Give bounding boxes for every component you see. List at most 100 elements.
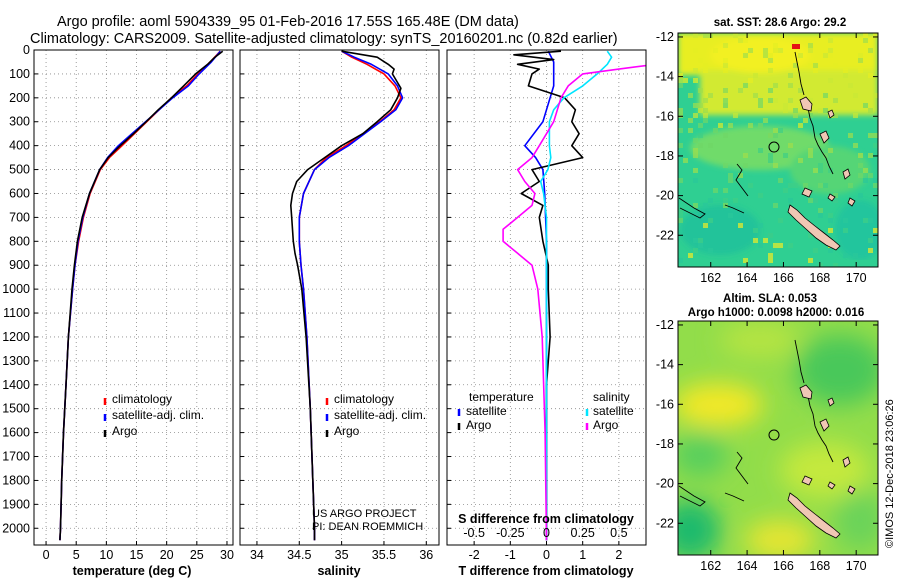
map-y-tick-label: -20 xyxy=(656,189,674,203)
sst-pixel xyxy=(823,93,828,98)
depth-tick-label: 1800 xyxy=(2,473,30,487)
sst-pixel xyxy=(768,158,773,163)
sst-pixel xyxy=(808,48,813,53)
sst-pixel xyxy=(828,213,833,218)
sst-pixel xyxy=(853,93,858,98)
sst-pixel xyxy=(818,183,823,188)
map-y-tick-label: -22 xyxy=(656,228,674,242)
sst-pixel xyxy=(783,103,788,108)
series-line-temperature-argo xyxy=(513,50,584,541)
salinity-difference-scale: -0.5 -0.25 0 0.25 0.5 xyxy=(463,526,627,540)
sst-pixel xyxy=(868,108,873,113)
salinity-series xyxy=(289,50,404,541)
depth-tick-label: 1600 xyxy=(2,426,30,440)
sst-pixel xyxy=(698,103,703,108)
sst-pixel xyxy=(708,93,713,98)
sst-pixel xyxy=(768,253,773,258)
sst-pixel xyxy=(693,178,698,183)
x-tick-label: 35 xyxy=(335,548,349,562)
map-x-tick-label: 166 xyxy=(773,559,794,573)
sst-pixel xyxy=(788,143,793,148)
depth-tick-label: 1900 xyxy=(2,497,30,511)
sst-pixel xyxy=(693,103,698,108)
sla-map-title-line2: Argo h1000: 0.0098 h2000: 0.016 xyxy=(688,307,864,319)
sst-pixel xyxy=(828,48,833,53)
s-diff-tick-label: -0.5 xyxy=(463,526,485,540)
depth-axis: 0 100 200 300 400 500 600 700 800 900 1000 1100 1200… xyxy=(2,43,30,535)
x-tick-label: 35.5 xyxy=(372,548,396,562)
difference-x-ticks: -2 -1 0 1 2 xyxy=(447,49,622,562)
sst-pixel xyxy=(788,198,793,203)
sst-pixel xyxy=(788,98,793,103)
salinity-xlabel: salinity xyxy=(317,564,360,578)
sst-pixel xyxy=(813,168,818,173)
depth-tick-label: 600 xyxy=(9,186,30,200)
sst-pixel xyxy=(873,33,878,38)
sst-pixel xyxy=(693,203,698,208)
sst-map-title: sat. SST: 28.6 Argo: 29.2 xyxy=(714,17,847,29)
legend-heading-salinity: salinity xyxy=(593,390,630,404)
sst-pixel xyxy=(863,103,868,108)
sst-pixel xyxy=(743,53,748,58)
legend-label-s-satellite: satellite xyxy=(593,404,634,418)
sst-pixel xyxy=(818,108,823,113)
sst-pixel xyxy=(723,133,728,138)
sst-pixel xyxy=(693,248,698,253)
sst-pixel xyxy=(813,68,818,73)
sst-pixel xyxy=(858,173,863,178)
x-tick-label: -2 xyxy=(469,548,480,562)
sst-pixel xyxy=(743,258,748,263)
sst-pixel xyxy=(848,183,853,188)
sst-pixel xyxy=(773,48,778,53)
sst-pixel xyxy=(678,83,683,88)
map-x-tick-label: 168 xyxy=(809,271,830,285)
sst-pixel xyxy=(768,258,773,263)
sst-pixel xyxy=(868,48,873,53)
sst-pixel xyxy=(783,188,788,193)
sst-pixel xyxy=(723,63,728,68)
sst-pixel xyxy=(763,238,768,243)
map-x-tick-label: 170 xyxy=(846,271,867,285)
sst-pixel xyxy=(753,228,758,233)
sst-pixel xyxy=(773,98,778,103)
sst-pixel xyxy=(793,63,798,68)
sla-map-axes: 162 164 166 168 170 -12 -14 -16 -18 -20 -22 xyxy=(656,318,878,573)
sst-pixel xyxy=(738,88,743,93)
map-y-tick-label: -14 xyxy=(656,358,674,372)
sst-pixel xyxy=(828,218,833,223)
sst-pixel xyxy=(773,83,778,88)
sst-field xyxy=(678,33,878,267)
sst-pixel xyxy=(763,48,768,53)
sst-pixel xyxy=(873,93,878,98)
map-y-tick-label: -16 xyxy=(656,109,674,123)
sst-pixel xyxy=(698,143,703,148)
series-line-climatology xyxy=(59,50,221,541)
x-tick-label: 20 xyxy=(160,548,174,562)
sst-pixel xyxy=(753,73,758,78)
sst-pixel xyxy=(723,163,728,168)
temperature-series xyxy=(59,50,224,541)
sst-pixel xyxy=(773,203,778,208)
sst-pixel xyxy=(858,58,863,63)
sst-pixel xyxy=(748,78,753,83)
sst-pixel xyxy=(788,73,793,78)
sst-pixel xyxy=(823,108,828,113)
series-line-satellite-adj-clim- xyxy=(59,50,221,541)
sst-pixel xyxy=(853,113,858,118)
sst-pixel xyxy=(678,213,683,218)
sst-pixel xyxy=(693,113,698,118)
sst-pixel xyxy=(728,213,733,218)
sst-pixel xyxy=(683,158,688,163)
sst-pixel xyxy=(688,253,693,258)
depth-tick-label: 1500 xyxy=(2,402,30,416)
sst-pixel xyxy=(873,143,878,148)
sst-pixel xyxy=(828,168,833,173)
sst-pixel xyxy=(743,38,748,43)
sst-pixel xyxy=(703,223,708,228)
sst-pixel xyxy=(758,103,763,108)
sst-pixel xyxy=(698,108,703,113)
sst-pixel xyxy=(848,83,853,88)
sst-pixel xyxy=(778,178,783,183)
sst-pixel xyxy=(748,48,753,53)
sst-pixel xyxy=(693,48,698,53)
